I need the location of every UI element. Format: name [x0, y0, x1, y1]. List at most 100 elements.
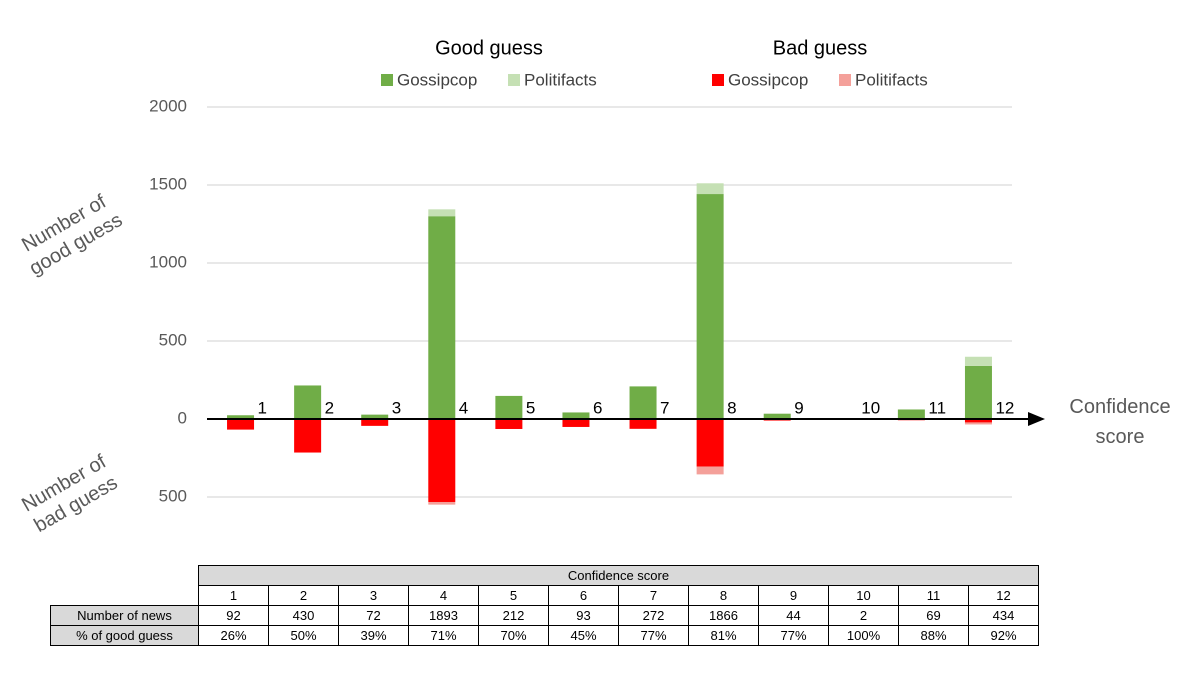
row-label: % of good guess	[50, 625, 199, 646]
bar	[964, 356, 992, 366]
axis-arrow	[1028, 412, 1045, 426]
column-header: 6	[548, 585, 619, 606]
bar	[361, 414, 389, 419]
category-label: 10	[861, 398, 880, 417]
summary-table: Confidence score 1 2 3 4 5 6 7 8 9 10 11 12 Number of…	[50, 565, 1039, 646]
legend-swatch	[839, 74, 851, 86]
table-cell: 44	[758, 605, 829, 626]
table-cell: 1893	[408, 605, 479, 626]
column-header: 8	[688, 585, 759, 606]
table-cell: 100%	[828, 625, 899, 646]
bar	[495, 395, 523, 419]
bar	[294, 385, 322, 419]
table-cell: 2	[828, 605, 899, 626]
category-label: 3	[392, 398, 401, 417]
bar	[696, 419, 724, 467]
legend-label: Politifacts	[855, 70, 928, 89]
table-cell: 77%	[758, 625, 829, 646]
table-cell: 72	[338, 605, 409, 626]
y-tick-label: 500	[159, 330, 187, 349]
empty-cell	[51, 566, 199, 586]
bar	[696, 194, 724, 419]
row-label: Number of news	[50, 605, 199, 626]
category-label: 1	[258, 398, 267, 417]
legend-swatch	[712, 74, 724, 86]
table-cell: 69	[898, 605, 969, 626]
bar	[227, 419, 255, 430]
table-row: % of good guess 26% 50% 39% 71% 70% 45% 77% 81% 7…	[50, 625, 1039, 646]
bar	[696, 183, 724, 195]
table-cell: 92	[198, 605, 269, 626]
empty-cell	[51, 586, 199, 606]
legend-label: Gossipcop	[397, 70, 477, 89]
bar	[428, 216, 456, 419]
bar	[428, 419, 456, 502]
bar	[629, 419, 657, 429]
column-header: 7	[618, 585, 689, 606]
table-cell: 88%	[898, 625, 969, 646]
legend-title: Bad guess	[773, 37, 868, 59]
category-label: 11	[928, 398, 946, 417]
y-tick-label: 1000	[149, 252, 187, 271]
x-axis-label: Confidence score	[1069, 396, 1171, 448]
bar	[361, 419, 389, 426]
legend-label: Politifacts	[524, 70, 597, 89]
category-label: 5	[526, 398, 535, 417]
bar	[964, 419, 992, 423]
bar	[629, 386, 657, 419]
table-cell: 81%	[688, 625, 759, 646]
legend-swatch	[508, 74, 520, 86]
table-cell: 77%	[618, 625, 689, 646]
table-cell: 1866	[688, 605, 759, 626]
category-label: 2	[325, 398, 334, 417]
column-header: 4	[408, 585, 479, 606]
table-cell: 39%	[338, 625, 409, 646]
y-tick-label: 0	[178, 408, 187, 427]
bar	[428, 209, 456, 217]
column-header: 2	[268, 585, 339, 606]
category-label: 6	[593, 398, 602, 417]
table-title: Confidence score	[198, 565, 1039, 586]
column-header: 12	[968, 585, 1039, 606]
table-cell: 434	[968, 605, 1039, 626]
table-cell: 92%	[968, 625, 1039, 646]
y-tick-label: 2000	[149, 96, 187, 115]
bar	[763, 413, 791, 419]
bar	[964, 422, 992, 425]
legend-title: Good guess	[435, 37, 543, 59]
table-cell: 26%	[198, 625, 269, 646]
table-cell: 50%	[268, 625, 339, 646]
bar	[562, 412, 590, 419]
table-cell: 45%	[548, 625, 619, 646]
column-header: 1	[198, 585, 269, 606]
category-label: 9	[794, 398, 803, 417]
legend-label: Gossipcop	[728, 70, 808, 89]
table-cell: 212	[478, 605, 549, 626]
bar	[897, 409, 925, 419]
bar	[696, 466, 724, 475]
table-cell: 93	[548, 605, 619, 626]
table-row: Confidence score	[51, 565, 1039, 586]
table-cell: 430	[268, 605, 339, 626]
table-cell: 272	[618, 605, 689, 626]
bar	[964, 365, 992, 419]
bar	[562, 419, 590, 427]
category-label: 7	[660, 398, 669, 417]
category-label: 4	[459, 398, 468, 417]
column-header: 5	[478, 585, 549, 606]
y-tick-label: 500	[159, 486, 187, 505]
bar	[428, 501, 456, 505]
bar	[294, 419, 322, 453]
table-row: Number of news 92 430 72 1893 212 93 272 1866 44 2…	[50, 605, 1039, 626]
category-label: 8	[727, 398, 736, 417]
bar	[227, 415, 255, 419]
table-cell: 70%	[478, 625, 549, 646]
table-row: 1 2 3 4 5 6 7 8 9 10 11 12	[51, 585, 1039, 606]
bar	[495, 419, 523, 429]
y-tick-label: 1500	[149, 174, 187, 193]
column-header: 3	[338, 585, 409, 606]
chart: 500 0 500 1000 1500 2000 Good guess Gossipcop Po…	[149, 37, 1045, 505]
table-cell: 71%	[408, 625, 479, 646]
column-header: 9	[758, 585, 829, 606]
